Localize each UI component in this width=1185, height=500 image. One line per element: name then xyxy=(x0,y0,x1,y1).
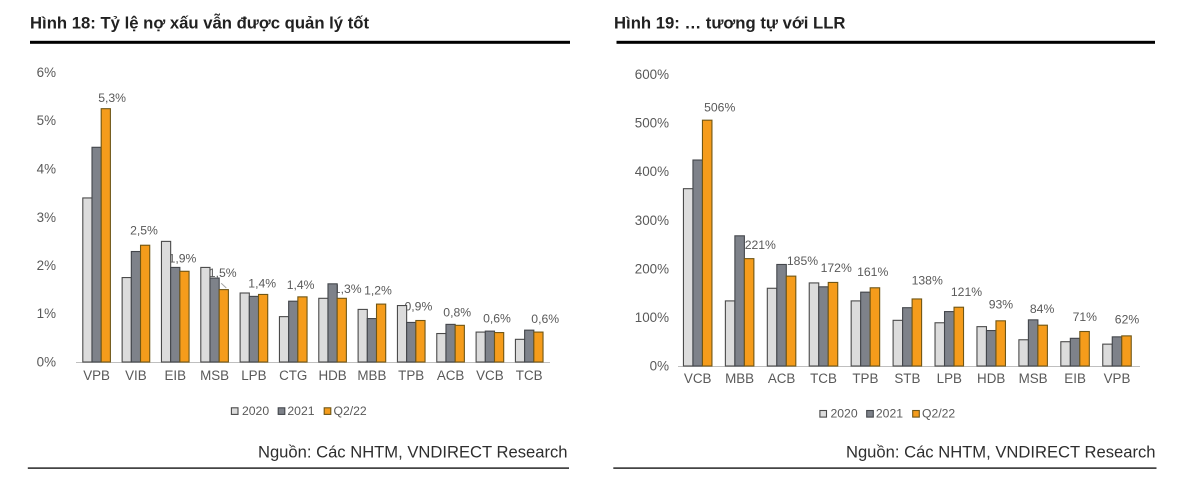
svg-text:221%: 221% xyxy=(745,238,776,252)
svg-text:ACB: ACB xyxy=(437,368,465,383)
svg-text:MSB: MSB xyxy=(1019,371,1048,386)
svg-text:3%: 3% xyxy=(37,210,56,225)
svg-text:HDB: HDB xyxy=(318,368,346,383)
svg-text:HDB: HDB xyxy=(977,371,1005,386)
svg-text:2020: 2020 xyxy=(242,404,269,418)
svg-text:1,9%: 1,9% xyxy=(169,252,197,266)
svg-text:138%: 138% xyxy=(912,274,943,288)
svg-text:1,3%: 1,3% xyxy=(334,282,362,296)
svg-text:VPB: VPB xyxy=(1104,371,1131,386)
svg-text:LPB: LPB xyxy=(241,368,266,383)
svg-text:2021: 2021 xyxy=(876,407,903,421)
svg-text:1,5%: 1,5% xyxy=(209,266,237,280)
svg-text:100%: 100% xyxy=(635,310,669,325)
svg-text:185%: 185% xyxy=(787,254,818,268)
svg-text:2%: 2% xyxy=(37,258,56,273)
svg-text:VCB: VCB xyxy=(476,368,504,383)
svg-text:0,9%: 0,9% xyxy=(405,300,433,314)
svg-text:172%: 172% xyxy=(821,261,852,275)
svg-text:EIB: EIB xyxy=(165,368,187,383)
svg-text:5%: 5% xyxy=(37,113,56,128)
svg-text:VIB: VIB xyxy=(125,368,147,383)
svg-text:TPB: TPB xyxy=(398,368,424,383)
svg-text:MBB: MBB xyxy=(725,371,754,386)
svg-text:84%: 84% xyxy=(1030,302,1055,316)
svg-text:LPB: LPB xyxy=(937,371,962,386)
svg-text:EIB: EIB xyxy=(1064,371,1086,386)
svg-text:CTG: CTG xyxy=(279,368,307,383)
svg-text:62%: 62% xyxy=(1115,313,1140,327)
svg-text:Nguồn: Các NHTM, VNDIRECT Rese: Nguồn: Các NHTM, VNDIRECT Research xyxy=(846,443,1156,462)
svg-text:2021: 2021 xyxy=(287,404,314,418)
svg-text:506%: 506% xyxy=(704,101,735,115)
svg-text:VCB: VCB xyxy=(684,371,712,386)
svg-text:TCB: TCB xyxy=(810,371,837,386)
svg-text:1,4%: 1,4% xyxy=(287,278,315,292)
svg-text:0%: 0% xyxy=(650,359,669,374)
svg-text:500%: 500% xyxy=(635,116,669,131)
svg-text:0%: 0% xyxy=(37,355,56,370)
svg-text:1%: 1% xyxy=(37,306,56,321)
svg-text:Hình 18: Tỷ lệ nợ xấu vẫn được: Hình 18: Tỷ lệ nợ xấu vẫn được quản lý t… xyxy=(30,14,369,33)
svg-text:MSB: MSB xyxy=(200,368,229,383)
svg-text:MBB: MBB xyxy=(357,368,386,383)
svg-text:ACB: ACB xyxy=(768,371,796,386)
svg-text:Nguồn: Các NHTM, VNDIRECT Rese: Nguồn: Các NHTM, VNDIRECT Research xyxy=(258,443,568,462)
svg-text:Q2/22: Q2/22 xyxy=(334,404,367,418)
svg-text:1,4%: 1,4% xyxy=(248,277,276,291)
svg-text:Hình 19: … tương tự với LLR: Hình 19: … tương tự với LLR xyxy=(614,14,845,33)
svg-text:Q2/22: Q2/22 xyxy=(922,407,955,421)
svg-text:121%: 121% xyxy=(951,285,982,299)
svg-text:1,2%: 1,2% xyxy=(364,284,392,298)
svg-text:4%: 4% xyxy=(37,162,56,177)
svg-text:2,5%: 2,5% xyxy=(130,223,158,237)
svg-text:5,3%: 5,3% xyxy=(98,91,126,105)
svg-text:0,6%: 0,6% xyxy=(531,312,559,326)
svg-text:6%: 6% xyxy=(37,65,56,80)
svg-text:TCB: TCB xyxy=(516,368,543,383)
svg-text:200%: 200% xyxy=(635,261,669,276)
svg-text:71%: 71% xyxy=(1073,310,1098,324)
svg-text:0,8%: 0,8% xyxy=(443,305,471,319)
svg-text:300%: 300% xyxy=(635,213,669,228)
svg-text:TPB: TPB xyxy=(852,371,878,386)
svg-text:400%: 400% xyxy=(635,164,669,179)
svg-text:161%: 161% xyxy=(857,265,888,279)
svg-text:2020: 2020 xyxy=(831,407,858,421)
svg-text:93%: 93% xyxy=(989,298,1014,312)
svg-text:0,6%: 0,6% xyxy=(483,311,511,325)
svg-text:600%: 600% xyxy=(635,67,669,82)
svg-text:STB: STB xyxy=(894,371,920,386)
svg-text:VPB: VPB xyxy=(83,368,110,383)
